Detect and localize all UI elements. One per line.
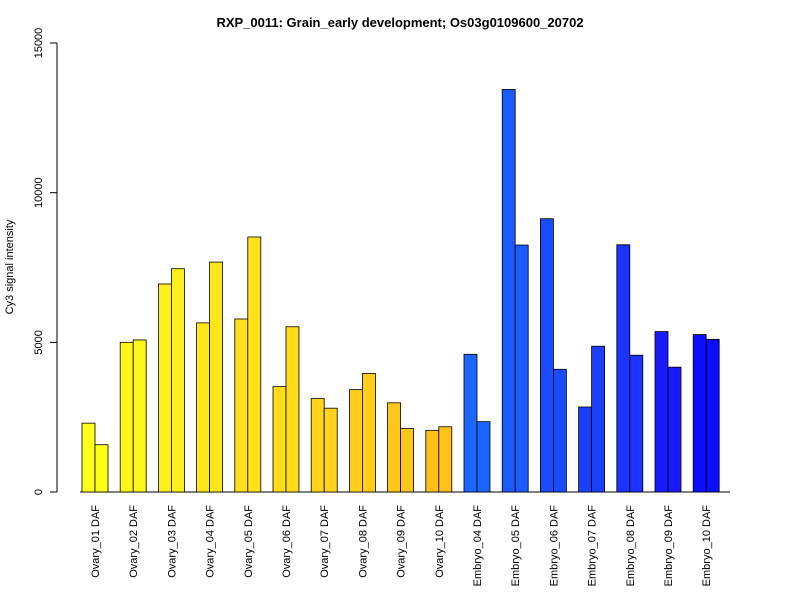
x-tick-label: Embryo_07 DAF (587, 505, 599, 587)
x-tick-label: Embryo_09 DAF (663, 505, 675, 587)
bar (425, 429, 440, 493)
bar (591, 345, 605, 493)
bar (285, 326, 300, 493)
bar (361, 373, 376, 493)
x-tick-label: Embryo_10 DAF (701, 505, 713, 587)
bar (387, 402, 402, 493)
x-tick-label: Embryo_05 DAF (510, 505, 522, 587)
bar (463, 353, 478, 493)
bar (310, 398, 325, 493)
x-tick-label: Ovary_08 DAF (357, 505, 369, 578)
bar (629, 354, 644, 493)
bar (476, 421, 491, 493)
bar (132, 339, 147, 493)
bar (553, 368, 567, 493)
bar (81, 422, 96, 493)
bar (170, 268, 185, 493)
x-tick-label: Embryo_04 DAF (472, 505, 484, 587)
bar (323, 407, 338, 493)
bar (667, 366, 682, 493)
x-tick-label: Ovary_10 DAF (434, 505, 446, 578)
y-axis-label: Cy3 signal intensity (4, 219, 16, 314)
bar (272, 386, 287, 493)
y-tick-label: 15000 (33, 28, 45, 59)
bar (514, 244, 529, 493)
bar (234, 318, 249, 493)
x-tick-label: Ovary_05 DAF (243, 505, 255, 578)
bar (247, 236, 262, 493)
x-tick-label: Ovary_09 DAF (396, 505, 408, 578)
x-tick-label: Ovary_03 DAF (166, 505, 178, 578)
x-tick-label: Embryo_06 DAF (548, 505, 560, 587)
bar (119, 341, 134, 493)
bar (540, 218, 554, 493)
bar (348, 389, 363, 493)
x-tick-label: Ovary_07 DAF (319, 505, 331, 578)
y-tick-label: 5000 (33, 330, 45, 354)
bars-group (81, 88, 720, 493)
x-tick-label: Ovary_06 DAF (281, 505, 293, 578)
y-tick-label: 0 (33, 489, 45, 495)
bar (400, 428, 415, 493)
bar (438, 426, 453, 493)
bar (578, 406, 592, 493)
y-tick-label: 10000 (33, 177, 45, 208)
bar (196, 322, 211, 493)
bar (157, 283, 172, 493)
x-tick-label: Ovary_02 DAF (128, 505, 140, 578)
chart-title: RXP_0011: Grain_early development; Os03g… (216, 15, 583, 30)
y-axis: 0 5000 10000 15000 (33, 28, 58, 495)
bar (705, 338, 720, 493)
bar (94, 444, 109, 493)
x-tick-label: Embryo_08 DAF (625, 505, 637, 587)
bar (692, 334, 707, 493)
bar (654, 331, 669, 493)
bar (501, 88, 516, 493)
bar (209, 261, 224, 493)
x-tick-label: Ovary_04 DAF (205, 505, 217, 578)
category-labels: Ovary_01 DAF Ovary_02 DAF Ovary_03 DAF Ovar… (90, 505, 713, 587)
bar (616, 244, 631, 493)
x-tick-label: Ovary_01 DAF (90, 505, 102, 578)
